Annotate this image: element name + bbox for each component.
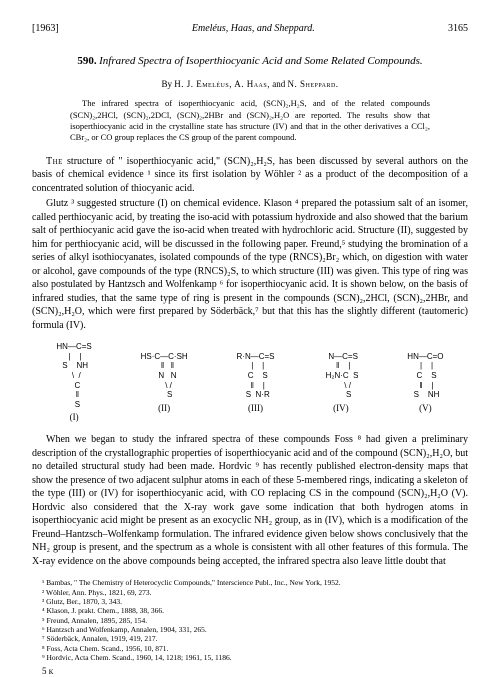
para1-text: structure of " isoperthiocyanic acid," (… — [32, 156, 468, 194]
footnote-5: ⁵ Freund, Annalen, 1895, 285, 154. — [32, 616, 468, 625]
structure-3-label: (III) — [237, 403, 275, 414]
footnote-4: ⁴ Klason, J. prakt. Chem., 1888, 38, 366… — [32, 606, 468, 615]
footnote-6: ⁶ Hantzsch and Wolfenkamp, Annalen, 1904… — [32, 625, 468, 634]
byline: By H. J. Emeléus, A. Haas, and N. Sheppa… — [32, 78, 468, 90]
title-number: 590. — [77, 55, 96, 67]
structure-5: HN—C=O | | C S ‖ | S NH (V) — [407, 352, 443, 414]
structure-4-formula: N—C=S ‖ | H₂N·C S \ / S — [323, 352, 358, 400]
footer-mark: 5 ᴋ — [42, 665, 468, 677]
abstract: The infrared spectra of isoperthiocyanic… — [70, 98, 430, 142]
paragraph-2: Glutz ³ suggested structure (I) on chemi… — [32, 197, 468, 332]
structure-1-label: (I) — [56, 412, 91, 423]
title-text: Infrared Spectra of Isoperthiocyanic Aci… — [99, 55, 423, 67]
structure-3: R·N—C=S | | C S ‖ | S N·R (III) — [237, 352, 275, 414]
header-year: [1963] — [32, 22, 59, 36]
structure-2: HS·C—C·SH ‖ ‖ N N \ / S (II) — [141, 352, 188, 414]
structure-3-formula: R·N—C=S | | C S ‖ | S N·R — [237, 352, 275, 400]
structure-1: HN—C=S | | S NH \ / C ‖ S (I) — [56, 342, 91, 423]
footnote-8: ⁸ Foss, Acta Chem. Scand., 1956, 10, 871… — [32, 644, 468, 653]
header-page-number: 3165 — [448, 22, 468, 36]
chemical-structures-row: HN—C=S | | S NH \ / C ‖ S (I) HS·C—C·SH … — [32, 342, 468, 423]
byline-and: and — [272, 79, 285, 89]
structure-2-label: (II) — [141, 403, 188, 414]
paragraph-3: When we began to study the infrared spec… — [32, 433, 468, 568]
footnote-1: ¹ Bambas, " The Chemistry of Heterocycli… — [32, 578, 468, 587]
article-title: 590. Infrared Spectra of Isoperthiocyani… — [32, 54, 468, 69]
structure-1-formula: HN—C=S | | S NH \ / C ‖ S — [56, 342, 91, 409]
footnote-3: ³ Glutz, Ber., 1870, 3, 343. — [32, 597, 468, 606]
header-authors: Emeléus, Haas, and Sheppard. — [192, 22, 315, 36]
footnote-7: ⁷ Söderbäck, Annalen, 1919, 419, 217. — [32, 634, 468, 643]
structure-4-label: (IV) — [323, 403, 358, 414]
structure-5-formula: HN—C=O | | C S ‖ | S NH — [407, 352, 443, 400]
structure-5-label: (V) — [407, 403, 443, 414]
byline-prefix: By — [161, 79, 172, 89]
paragraph-1: The structure of " isoperthiocyanic acid… — [32, 155, 468, 196]
structure-4: N—C=S ‖ | H₂N·C S \ / S (IV) — [323, 352, 358, 414]
byline-last-author: N. Sheppard. — [287, 79, 338, 89]
byline-authors: H. J. Emeléus, A. Haas, — [174, 79, 270, 89]
structure-2-formula: HS·C—C·SH ‖ ‖ N N \ / S — [141, 352, 188, 400]
footnote-2: ² Wöhler, Ann. Phys., 1821, 69, 273. — [32, 588, 468, 597]
footnotes: ¹ Bambas, " The Chemistry of Heterocycli… — [32, 578, 468, 662]
abstract-text: The infrared spectra of isoperthiocyanic… — [70, 98, 430, 142]
